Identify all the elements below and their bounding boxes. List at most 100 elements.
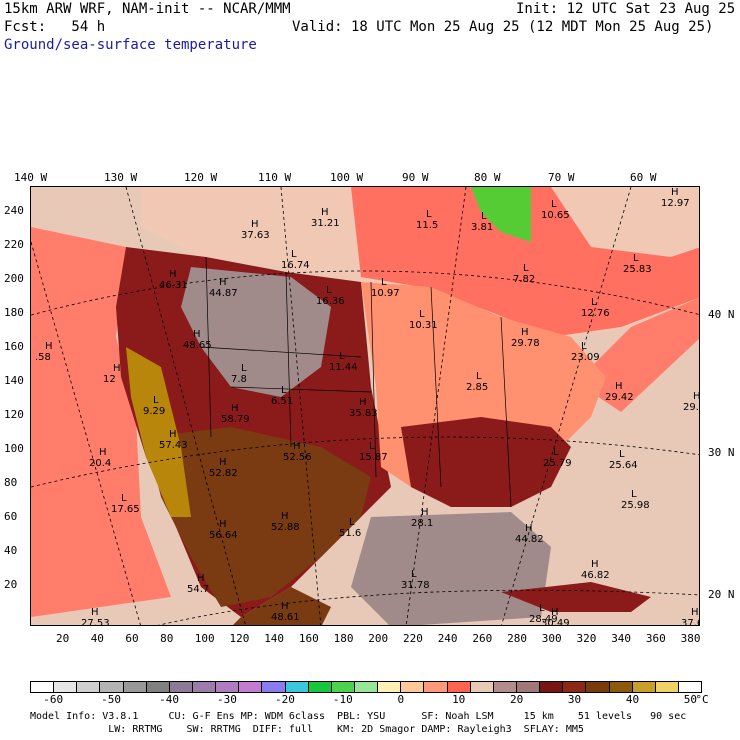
high-label: H30.49 bbox=[541, 607, 570, 626]
colorbar-tick-label: -60 bbox=[43, 693, 64, 706]
extremum-kind: H bbox=[691, 607, 699, 618]
colorbar-swatch bbox=[447, 682, 471, 692]
grid-label-left: 160 bbox=[4, 340, 24, 353]
grid-label-bottom: 120 bbox=[229, 632, 250, 645]
grid-label-left: 40 bbox=[4, 544, 18, 557]
high-label: H12.97 bbox=[661, 187, 690, 209]
high-label: H20.4 bbox=[89, 447, 111, 469]
low-label: L25.64 bbox=[609, 449, 638, 471]
extremum-value: 29.42 bbox=[605, 392, 634, 403]
extremum-value: 31.21 bbox=[311, 218, 340, 229]
graticule-line bbox=[31, 270, 699, 316]
forecast-hour: Fcst: 54 h bbox=[4, 19, 106, 35]
colorbar-swatch bbox=[470, 682, 494, 692]
high-label: H46.31 bbox=[159, 269, 188, 291]
colorbar-tick-label: 10 bbox=[452, 693, 466, 706]
colorbar-swatch bbox=[354, 682, 379, 692]
longitude-label: 120 W bbox=[184, 171, 218, 184]
low-label: L7.82 bbox=[513, 263, 535, 285]
extremum-value: 37.63 bbox=[241, 230, 270, 241]
graticule bbox=[31, 187, 699, 625]
extremum-kind: H bbox=[231, 403, 239, 414]
extremum-kind: L bbox=[476, 371, 482, 382]
extremum-kind: H bbox=[219, 277, 227, 288]
extremum-value: 17.65 bbox=[111, 504, 140, 515]
extremum-kind: H bbox=[421, 507, 429, 518]
high-label: H27.53 bbox=[81, 607, 110, 625]
grid-label-left: 140 bbox=[4, 374, 24, 387]
extremum-value: 29.78 bbox=[511, 338, 540, 349]
low-label: L25.98 bbox=[621, 489, 650, 511]
mexico-pacific-land bbox=[233, 587, 331, 625]
colorbar-swatch bbox=[516, 682, 541, 692]
longitude-label: 140 W bbox=[14, 171, 48, 184]
extremum-value: 37.6 bbox=[681, 618, 700, 626]
low-label: L3.81 bbox=[471, 211, 493, 233]
extremum-value: 52.56 bbox=[283, 452, 312, 463]
low-label: L17.65 bbox=[111, 493, 140, 515]
latitude-label: 40 N bbox=[708, 308, 735, 321]
extremum-value: 11.5 bbox=[416, 220, 438, 231]
colorbar-tick-label: -30 bbox=[217, 693, 237, 706]
extremum-kind: H bbox=[193, 329, 201, 340]
colorbar-swatch bbox=[632, 682, 656, 692]
extremum-kind: H bbox=[99, 447, 107, 458]
grid-label-bottom: 260 bbox=[472, 632, 493, 645]
high-label: H52.56 bbox=[283, 441, 312, 463]
extremum-kind: L bbox=[631, 489, 637, 500]
longitude-label: 90 W bbox=[402, 171, 429, 184]
low-label: L25.83 bbox=[623, 253, 652, 275]
extremum-value: 52.82 bbox=[209, 468, 238, 479]
grid-label-bottom: 80 bbox=[160, 632, 174, 645]
colorbar-unit: °C bbox=[695, 693, 709, 706]
grid-label-left: 240 bbox=[4, 204, 24, 217]
atlantic-warm-water bbox=[576, 278, 699, 412]
low-label: L16.74 bbox=[281, 249, 310, 271]
init-time: Init: 12 UTC Sat 23 Aug 25 bbox=[516, 1, 736, 17]
extremum-value: 56.64 bbox=[209, 530, 238, 541]
extremum-kind: L bbox=[581, 341, 587, 352]
extremum-kind: H bbox=[321, 207, 329, 218]
low-label: L11.5 bbox=[416, 209, 438, 231]
grid-label-bottom: 200 bbox=[368, 632, 389, 645]
extremum-kind: L bbox=[539, 603, 545, 614]
extremum-kind: H bbox=[359, 397, 367, 408]
extremum-value: 58.79 bbox=[221, 414, 250, 425]
colorbar-swatch bbox=[285, 682, 309, 692]
extremum-value: 25.64 bbox=[609, 460, 638, 471]
extremum-kind: H bbox=[113, 363, 121, 374]
extremum-kind: L bbox=[326, 285, 332, 296]
longitude-label: 80 W bbox=[474, 171, 501, 184]
graticule-line bbox=[501, 187, 632, 625]
colorbar-swatch bbox=[609, 682, 633, 692]
extremum-kind: H bbox=[197, 573, 205, 584]
state-borders bbox=[200, 256, 512, 508]
extremum-value: 57.43 bbox=[159, 440, 188, 451]
extremum-value: 30.49 bbox=[541, 618, 570, 626]
extremum-kind: H bbox=[591, 559, 599, 570]
high-label: H57.43 bbox=[159, 429, 188, 451]
extremum-kind: L bbox=[241, 363, 247, 374]
map-canvas: H37.63H31.21L16.74L11.5L3.81L10.65H12.97… bbox=[31, 187, 700, 626]
extremum-value: 12.97 bbox=[661, 198, 690, 209]
extremum-kind: H bbox=[169, 269, 177, 280]
latitude-label: 20 N bbox=[708, 588, 735, 601]
extremum-kind: L bbox=[619, 449, 625, 460]
extremum-value: 23.09 bbox=[571, 352, 600, 363]
high-label: H46.82 bbox=[581, 559, 610, 581]
high-label: H54.7 bbox=[187, 573, 209, 595]
colorbar-swatch bbox=[123, 682, 147, 692]
colorbar-tick-label: -10 bbox=[332, 693, 353, 706]
extremum-value: 2.85 bbox=[466, 382, 488, 393]
grid-label-bottom: 180 bbox=[333, 632, 354, 645]
extremum-kind: L bbox=[411, 569, 417, 580]
high-label: H44.82 bbox=[515, 523, 544, 545]
extremum-kind: H bbox=[551, 607, 559, 618]
low-label: L15.87 bbox=[359, 441, 388, 463]
model-title: 15km ARW WRF, NAM-init -- NCAR/MMM bbox=[4, 1, 291, 17]
extremum-value: .58 bbox=[35, 352, 51, 363]
high-label: H29.78 bbox=[511, 327, 540, 349]
extremum-value: 15.87 bbox=[359, 452, 388, 463]
latitude-label: 30 N bbox=[708, 446, 735, 459]
low-label: L2.85 bbox=[466, 371, 488, 393]
